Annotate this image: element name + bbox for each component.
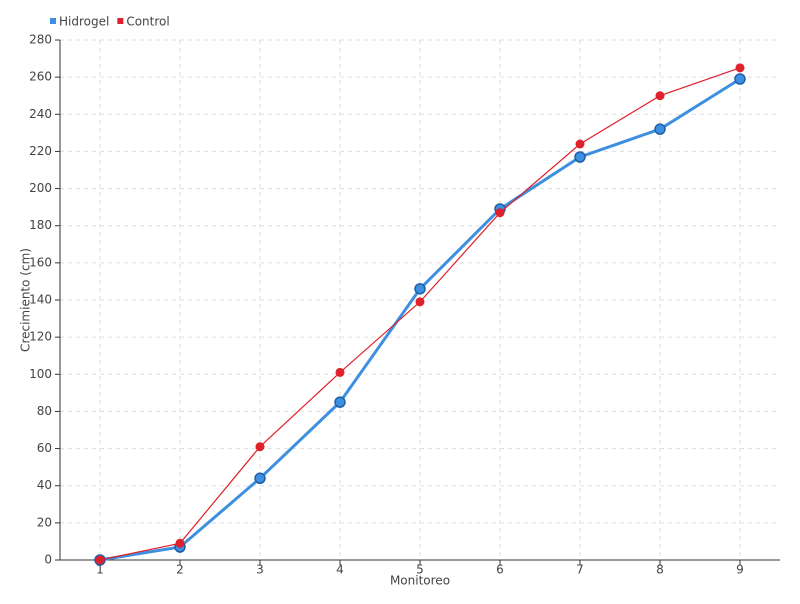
point — [414, 283, 426, 295]
point — [495, 208, 505, 218]
legend-label: Hidrogel — [59, 15, 109, 29]
x-tick-label: 3 — [256, 563, 264, 577]
point — [575, 139, 585, 149]
point — [255, 442, 265, 452]
y-tick-label: 180 — [29, 218, 52, 232]
y-tick-label: 220 — [29, 144, 52, 158]
x-tick-label: 8 — [656, 563, 664, 577]
y-tick-label: 60 — [37, 441, 52, 455]
point — [415, 297, 425, 307]
legend-swatch — [117, 18, 124, 24]
y-tick-label: 0 — [44, 553, 52, 567]
y-tick-label: 280 — [29, 33, 52, 47]
y-tick-label: 120 — [29, 330, 52, 344]
legend-label: Control — [126, 15, 169, 29]
x-tick-label: 1 — [96, 563, 104, 577]
y-tick-label: 240 — [29, 107, 52, 121]
y-tick-label: 40 — [37, 478, 52, 492]
y-tick-label: 200 — [29, 181, 52, 195]
point — [254, 472, 266, 485]
point — [735, 63, 745, 73]
y-tick-label: 260 — [29, 70, 52, 84]
point — [574, 151, 586, 163]
x-tick-label: 7 — [576, 563, 584, 577]
y-tick-label: 160 — [29, 255, 52, 269]
point — [95, 555, 105, 565]
point — [655, 91, 665, 101]
point — [334, 396, 346, 408]
x-tick-label: 6 — [496, 563, 504, 577]
point — [654, 123, 666, 135]
x-tick-label: 2 — [176, 563, 184, 577]
x-tick-label: 4 — [336, 563, 344, 577]
x-tick-label: 9 — [736, 563, 744, 577]
legend-swatch — [50, 18, 56, 24]
x-axis-label: Monitoreo — [390, 574, 450, 588]
y-tick-label: 80 — [37, 404, 52, 418]
point — [175, 538, 185, 548]
y-tick-label: 140 — [29, 293, 52, 307]
point — [734, 73, 746, 85]
y-tick-label: 100 — [29, 367, 52, 381]
point — [335, 367, 345, 377]
x-tick-label: 5 — [416, 563, 424, 577]
y-axis-label: Crecimiento (cm) — [19, 248, 33, 352]
y-tick-label: 20 — [37, 515, 52, 529]
